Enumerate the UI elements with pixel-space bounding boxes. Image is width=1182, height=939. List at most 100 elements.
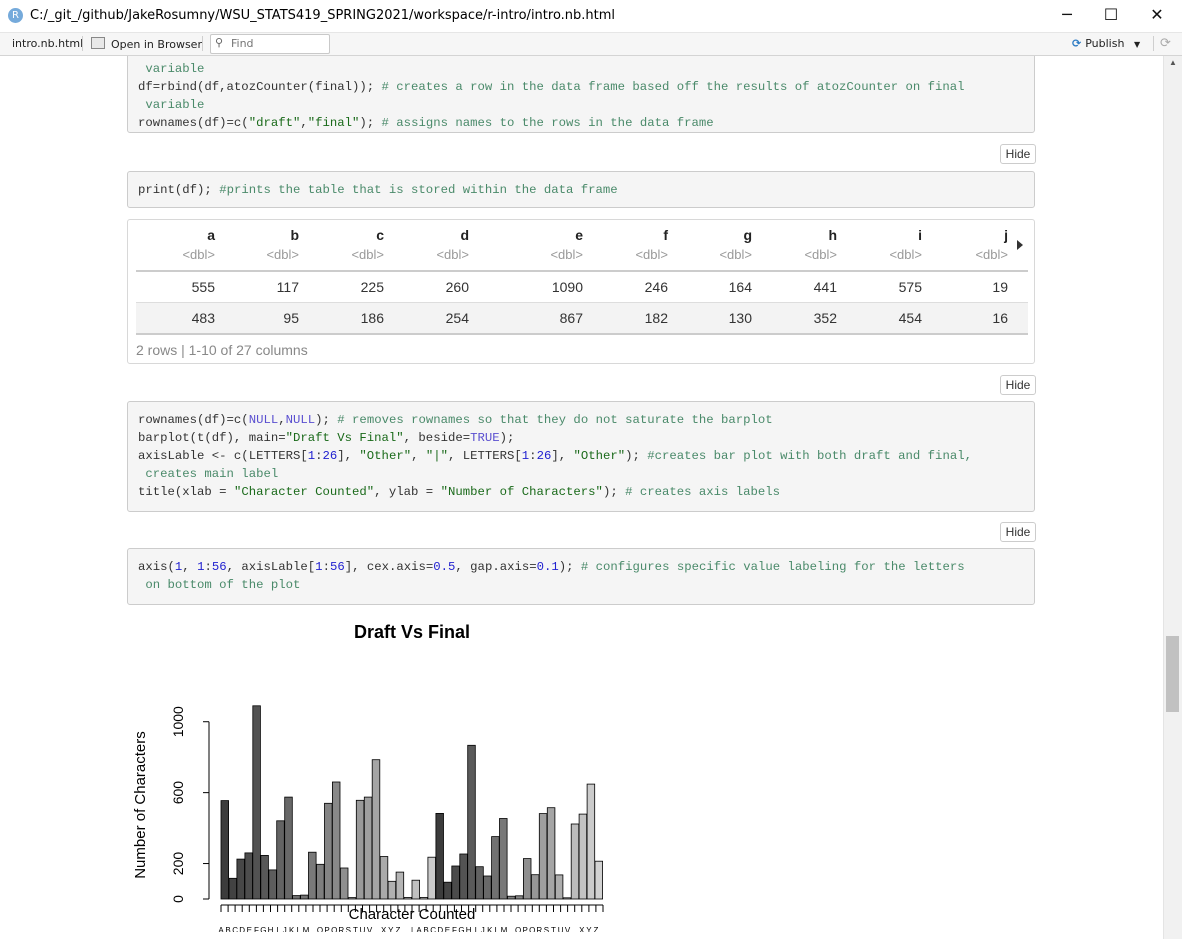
code-token: , gap.axis= — [455, 560, 537, 574]
x-tick-label: V — [367, 926, 373, 932]
open-in-browser-button[interactable]: Open in Browser — [91, 37, 202, 51]
find-input[interactable] — [231, 36, 323, 50]
window-titlebar: R C:/_git_/github/JakeRosumny/WSU_STATS4… — [0, 0, 1182, 33]
bar — [530, 874, 540, 900]
table-cell: 867 — [559, 310, 583, 326]
code-cell-barplot[interactable]: rownames(df)=c(NULL,NULL); # removes row… — [127, 401, 1035, 512]
code-token: # assigns names to the rows in the data … — [381, 116, 714, 130]
file-tab[interactable]: intro.nb.html — [12, 37, 84, 50]
bar — [316, 863, 325, 900]
viewer-toolbar: intro.nb.html Open in Browser ⚲ ⟳Publish… — [0, 33, 1182, 56]
code-line: rownames(df)=c(NULL,NULL); # removes row… — [138, 411, 773, 429]
column-header: d — [460, 227, 469, 243]
code-line: variable — [138, 60, 204, 78]
bar — [268, 869, 277, 900]
code-token: , — [182, 560, 198, 574]
column-type: <dbl> — [182, 247, 215, 262]
code-line: axis(1, 1:56, axisLable[1:56], cex.axis=… — [138, 558, 965, 576]
scrollbar-thumb[interactable] — [1166, 636, 1179, 712]
bar — [347, 897, 357, 900]
x-tick-label: K — [289, 926, 295, 932]
x-tick-label: U — [558, 926, 564, 932]
column-header: g — [743, 227, 752, 243]
chart-y-axis: 0 200 600 1000 — [170, 706, 210, 903]
browser-icon — [91, 37, 105, 49]
x-tick-label: I — [475, 926, 477, 932]
x-tick-label: G — [458, 926, 464, 932]
code-token: on bottom of the plot — [138, 578, 301, 592]
x-tick-label: U — [360, 926, 366, 932]
x-tick-label: P — [523, 926, 528, 932]
code-cell-axis[interactable]: axis(1, 1:56, axisLable[1:56], cex.axis=… — [127, 548, 1035, 605]
bar — [260, 854, 269, 900]
column-type: <dbl> — [550, 247, 583, 262]
code-token: barplot(t(df), main= — [138, 431, 286, 445]
notebook-content: variable df=rbind(df,atozCounter(final));… — [0, 56, 1163, 939]
code-line: rownames(df)=c("draft","final"); # assig… — [138, 114, 714, 132]
code-token: 1 — [315, 560, 323, 574]
r-app-icon: R — [8, 8, 23, 23]
x-tick-label: E — [445, 926, 450, 932]
code-cell-print[interactable]: print(df); #prints the table that is sto… — [127, 171, 1035, 208]
hide-button[interactable]: Hide — [1000, 375, 1036, 395]
code-token: "Character Counted" — [233, 485, 375, 499]
column-type: <dbl> — [804, 247, 837, 262]
code-line: df=rbind(df,atozCounter(final)); # creat… — [138, 78, 965, 96]
x-tick-label: V — [565, 926, 571, 932]
search-icon: ⚲ — [215, 36, 224, 49]
chart-y-label: Number of Characters — [132, 731, 149, 879]
bar — [300, 894, 309, 900]
y-tick-label: 1000 — [170, 706, 186, 737]
bar — [578, 813, 588, 900]
bar — [443, 881, 452, 900]
table-cell: 352 — [813, 310, 837, 326]
chart-title: Draft Vs Final — [354, 622, 470, 642]
header-divider — [136, 270, 1028, 272]
bar — [276, 820, 285, 900]
code-token: rownames(df)=c( — [138, 116, 249, 130]
y-tick-label: 0 — [170, 895, 186, 903]
bar — [419, 896, 428, 900]
x-tick-label: P — [324, 926, 329, 932]
column-type: <dbl> — [436, 247, 469, 262]
code-token: #creates bar plot with both draft and fi… — [647, 449, 972, 463]
close-button[interactable]: ✕ — [1150, 5, 1164, 24]
code-token: , beside= — [403, 431, 471, 445]
scroll-up-icon[interactable]: ▲ — [1169, 58, 1177, 67]
x-tick-label: K — [487, 926, 493, 932]
column-header: c — [376, 227, 384, 243]
column-type: <dbl> — [889, 247, 922, 262]
publish-label: Publish — [1085, 37, 1125, 50]
code-token: 0.5 — [433, 560, 456, 574]
table-cell: 19 — [992, 279, 1008, 295]
x-tick-label: O — [317, 926, 323, 932]
code-token: print(df); — [138, 183, 220, 197]
code-token: , axisLable[ — [226, 560, 316, 574]
code-token: "Number of Characters" — [440, 485, 603, 499]
code-cell-rbind[interactable]: variable df=rbind(df,atozCounter(final));… — [127, 56, 1035, 133]
bar — [499, 818, 508, 900]
find-box[interactable]: ⚲ — [210, 34, 330, 54]
code-token: ], cex.axis= — [344, 560, 434, 574]
minimize-button[interactable]: ─ — [1062, 5, 1072, 24]
y-tick-label: 600 — [170, 781, 186, 805]
publish-button[interactable]: ⟳ Publish ▼ — [1072, 37, 1140, 50]
hide-button[interactable]: Hide — [1000, 144, 1036, 164]
x-tick-label: X — [381, 926, 387, 932]
code-token: "Other" — [359, 449, 412, 463]
data-frame-table: a <dbl> b <dbl> c <dbl> d <dbl> e <dbl> f <dbl> g <db… — [127, 219, 1035, 364]
code-token: , ylab = — [374, 485, 441, 499]
refresh-icon[interactable]: ⟳ — [1160, 36, 1171, 51]
x-tick-label: F — [254, 926, 259, 932]
row-divider — [136, 302, 1028, 303]
code-token: variable — [138, 98, 205, 112]
next-columns-arrow-icon[interactable] — [1017, 240, 1023, 250]
code-token: # creates a row in the data frame based … — [381, 80, 965, 94]
vertical-scrollbar[interactable]: ▲ — [1163, 56, 1182, 939]
x-tick-label: G — [260, 926, 266, 932]
hide-button[interactable]: Hide — [1000, 522, 1036, 542]
column-header: h — [828, 227, 837, 243]
maximize-button[interactable]: ☐ — [1103, 5, 1119, 24]
code-token: ); — [625, 449, 648, 463]
bar — [252, 705, 261, 900]
